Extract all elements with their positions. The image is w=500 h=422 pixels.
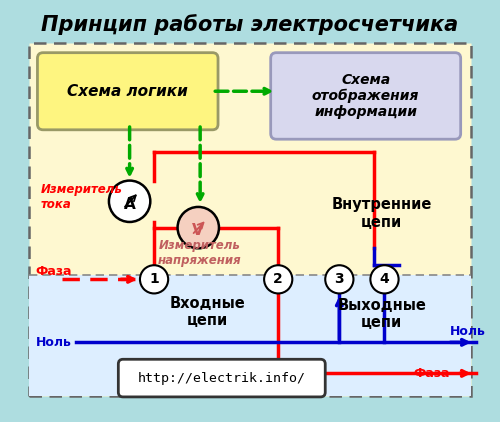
Text: Фаза: Фаза	[413, 367, 450, 380]
Text: Принцип работы электросчетчика: Принцип работы электросчетчика	[42, 14, 459, 35]
Circle shape	[264, 265, 292, 293]
Text: Ноль: Ноль	[450, 325, 486, 338]
Text: 2: 2	[274, 272, 283, 287]
Text: Схема логики: Схема логики	[68, 84, 188, 99]
FancyBboxPatch shape	[118, 359, 325, 397]
Circle shape	[325, 265, 354, 293]
Text: V: V	[192, 223, 204, 238]
Text: Выходные
цепи: Выходные цепи	[337, 298, 426, 330]
FancyBboxPatch shape	[270, 53, 460, 139]
Text: Фаза: Фаза	[36, 265, 72, 279]
Text: 1: 1	[149, 272, 159, 287]
Circle shape	[109, 181, 150, 222]
Text: Измеритель
тока: Измеритель тока	[40, 183, 122, 211]
Text: Ноль: Ноль	[36, 336, 72, 349]
FancyBboxPatch shape	[29, 275, 471, 396]
Text: http://electrik.info/: http://electrik.info/	[138, 372, 306, 384]
Circle shape	[370, 265, 398, 293]
Text: Входные
цепи: Входные цепи	[170, 296, 246, 328]
FancyBboxPatch shape	[38, 53, 218, 130]
Text: А: А	[124, 197, 136, 211]
FancyBboxPatch shape	[29, 43, 471, 396]
Text: 3: 3	[334, 272, 344, 287]
Circle shape	[140, 265, 168, 293]
Text: Внутренние
цепи: Внутренние цепи	[332, 197, 432, 230]
Text: Схема
отображения
информации: Схема отображения информации	[312, 73, 420, 119]
Text: Измеритель
напряжения: Измеритель напряжения	[158, 239, 241, 267]
Circle shape	[178, 207, 219, 248]
Text: 4: 4	[380, 272, 390, 287]
